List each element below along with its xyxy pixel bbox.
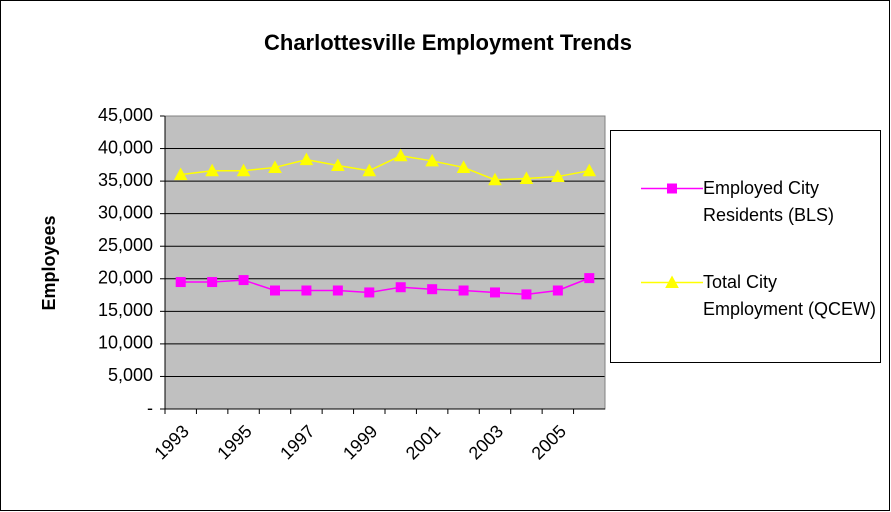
legend-item: Employed City Residents (BLS) (611, 175, 879, 229)
data-point (458, 285, 469, 296)
legend-marker (667, 183, 677, 194)
y-tick-label: 5,000 (108, 365, 153, 385)
chart-title: Charlottesville Employment Trends (264, 30, 632, 55)
data-point (521, 289, 532, 300)
plot-area (165, 116, 605, 409)
legend-label: Employed City Residents (BLS) (703, 178, 835, 225)
data-point (331, 158, 345, 171)
data-point (552, 285, 563, 296)
legend-swatch (641, 183, 703, 194)
data-point (582, 163, 597, 177)
legend-item: Total City Employment (QCEW) (611, 269, 879, 323)
data-point (427, 284, 438, 295)
data-point (238, 275, 249, 286)
y-axis-label: Employees (39, 215, 59, 310)
data-point (207, 277, 218, 288)
data-point (395, 282, 406, 293)
y-tick-label: 20,000 (98, 268, 153, 288)
y-tick-label: 15,000 (98, 300, 153, 320)
data-point (299, 152, 314, 166)
data-point (584, 273, 595, 284)
data-point (519, 171, 534, 185)
data-point (456, 160, 471, 173)
data-point (236, 163, 251, 177)
data-point (173, 167, 188, 181)
data-point (175, 277, 186, 288)
legend-marker (665, 275, 679, 288)
data-point (205, 163, 219, 177)
series-line (180, 154, 590, 181)
data-point (393, 148, 408, 162)
series-line (180, 277, 590, 296)
data-point (551, 169, 565, 183)
legend-label: Total City Employment (QCEW) (703, 272, 877, 319)
data-point (490, 287, 500, 298)
y-tick-label: 45,000 (98, 105, 153, 125)
y-tick-label: 25,000 (98, 235, 153, 255)
data-point (268, 160, 282, 173)
data-point (425, 153, 439, 167)
y-tick-label: 10,000 (98, 333, 153, 353)
y-tick-label: 30,000 (98, 202, 153, 222)
data-point (301, 285, 312, 296)
legend: Employed City Residents (BLS) Total City … (610, 130, 881, 363)
data-point (362, 163, 377, 177)
data-point (488, 172, 502, 186)
data-point (364, 287, 375, 298)
legend-swatch (641, 275, 703, 288)
y-tick-label: - (147, 398, 153, 418)
y-tick-label: 35,000 (98, 170, 153, 190)
y-tick-label: 40,000 (98, 137, 153, 157)
data-point (332, 285, 343, 296)
data-point (270, 285, 280, 296)
